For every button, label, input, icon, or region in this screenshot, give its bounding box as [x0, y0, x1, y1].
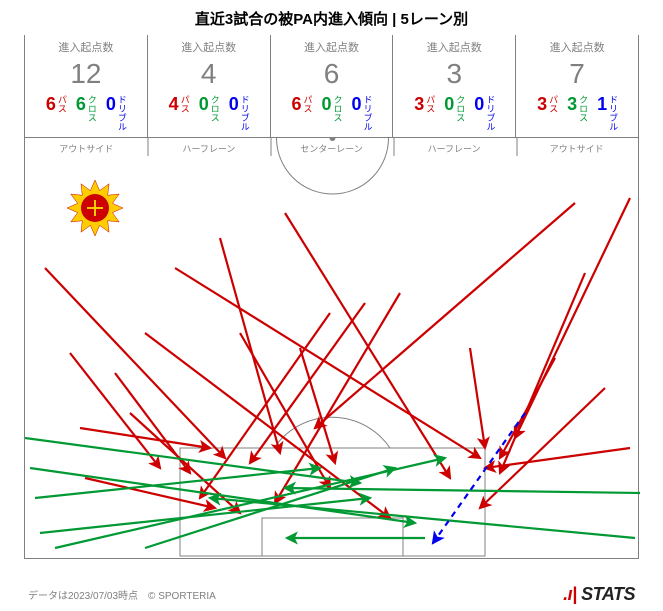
lane-total: 12 — [25, 55, 147, 95]
lane-header-label: 進入起点数 — [271, 39, 393, 55]
cross-count: 0 — [321, 95, 331, 113]
footer: データは2023/07/03時点 © SPORTERIA .ı| STATS — [0, 584, 663, 605]
arrow-cross — [145, 468, 395, 548]
cross-label: クロス — [578, 95, 587, 122]
lane-breakdown: 6パス 0クロス 0ドリブル — [271, 95, 393, 133]
cross-label: クロス — [87, 95, 96, 122]
cross-count: 3 — [567, 95, 577, 113]
lane-total: 6 — [271, 55, 393, 95]
dribble-count: 1 — [597, 95, 607, 113]
arrow-cross — [35, 468, 320, 498]
cross-count: 6 — [76, 95, 86, 113]
lane-header-label: 進入起点数 — [25, 39, 147, 55]
dribble-count: 0 — [106, 95, 116, 113]
pass-count: 6 — [46, 95, 56, 113]
arrow-cross — [285, 488, 640, 493]
page-title: 直近3試合の被PA内進入傾向 | 5レーン別 — [0, 0, 663, 35]
pass-label: パス — [302, 95, 311, 113]
arrow-pass — [80, 428, 210, 448]
lane-col-2: 進入起点数 6 6パス 0クロス 0ドリブル — [271, 35, 394, 137]
brand-text: STATS — [577, 584, 635, 604]
dribble-count: 0 — [229, 95, 239, 113]
brand-prefix: .ı| — [563, 584, 577, 604]
lane-total: 3 — [393, 55, 515, 95]
dribble-label: ドリブル — [363, 95, 372, 131]
pitch: アウトサイドハーフレーンセンターレーンハーフレーンアウトサイド — [24, 137, 639, 559]
lane-breakdown: 3パス 0クロス 0ドリブル — [393, 95, 515, 133]
arrow-pass — [175, 268, 480, 458]
arrow-pass — [45, 268, 225, 458]
lane-header-label: 進入起点数 — [148, 39, 270, 55]
arrow-pass — [470, 348, 485, 448]
pass-count: 3 — [537, 95, 547, 113]
pass-label: パス — [57, 95, 66, 113]
arrow-pass — [515, 198, 630, 438]
footer-credit: データは2023/07/03時点 © SPORTERIA — [28, 587, 216, 602]
lane-col-0: 進入起点数 12 6パス 6クロス 0ドリブル — [25, 35, 148, 137]
lane-breakdown: 3パス 3クロス 1ドリブル — [516, 95, 638, 133]
cross-label: クロス — [333, 95, 342, 122]
pass-label: パス — [425, 95, 434, 113]
pass-label: パス — [180, 95, 189, 113]
brand-logo: .ı| STATS — [563, 584, 635, 605]
lane-breakdown: 6パス 6クロス 0ドリブル — [25, 95, 147, 133]
lane-breakdown: 4パス 0クロス 0ドリブル — [148, 95, 270, 133]
arrow-pass — [500, 273, 585, 473]
dribble-label: ドリブル — [117, 95, 126, 131]
cross-count: 0 — [199, 95, 209, 113]
lane-col-3: 進入起点数 3 3パス 0クロス 0ドリブル — [393, 35, 516, 137]
pass-count: 6 — [291, 95, 301, 113]
cross-label: クロス — [455, 95, 464, 122]
lane-total: 7 — [516, 55, 638, 95]
lane-total: 4 — [148, 55, 270, 95]
arrow-pass — [250, 303, 365, 463]
dribble-count: 0 — [474, 95, 484, 113]
lane-header-label: 進入起点数 — [393, 39, 515, 55]
lane-header-label: 進入起点数 — [516, 39, 638, 55]
dribble-label: ドリブル — [240, 95, 249, 131]
cross-label: クロス — [210, 95, 219, 122]
dribble-label: ドリブル — [485, 95, 494, 131]
lanes-header: 進入起点数 12 6パス 6クロス 0ドリブル 進入起点数 4 4パス 0クロス… — [24, 35, 639, 137]
pass-label: パス — [548, 95, 557, 113]
arrow-pass — [85, 478, 215, 508]
pass-count: 4 — [169, 95, 179, 113]
pass-count: 3 — [414, 95, 424, 113]
dribble-label: ドリブル — [608, 95, 617, 131]
pitch-svg — [25, 138, 640, 558]
cross-count: 0 — [444, 95, 454, 113]
lane-col-4: 進入起点数 7 3パス 3クロス 1ドリブル — [516, 35, 638, 137]
dribble-count: 0 — [352, 95, 362, 113]
lane-col-1: 進入起点数 4 4パス 0クロス 0ドリブル — [148, 35, 271, 137]
arrow-pass — [220, 238, 280, 453]
